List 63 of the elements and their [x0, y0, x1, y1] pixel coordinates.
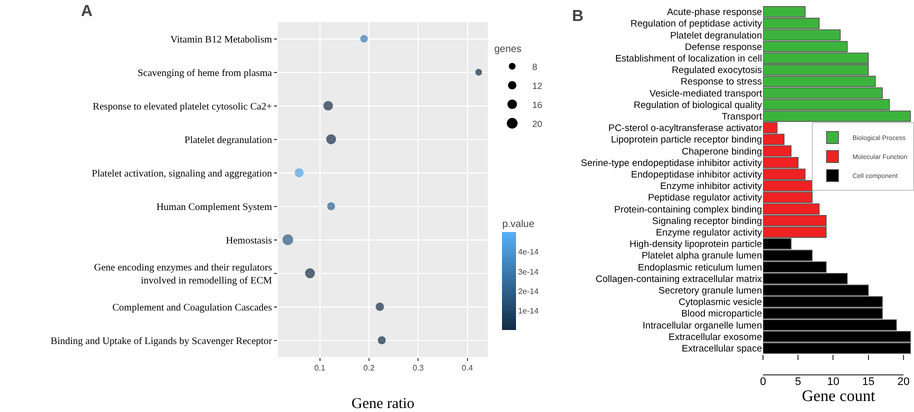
- y-tick-label: Defense response: [684, 42, 762, 53]
- x-tick-label: 0.3: [412, 364, 424, 373]
- y-tick-label: Scavenging of heme from plasma: [138, 68, 273, 79]
- y-tick-label: High-density lipoprotein particle: [629, 239, 762, 250]
- color-bar-label: 4e-14: [518, 248, 540, 257]
- y-tick-label: Lipoprotein particle receptor binding: [610, 134, 762, 146]
- y-tick-label: Response to elevated platelet cytosolic Ca2+: [92, 101, 272, 112]
- y-tick-label: Serine-type endopeptidase inhibitor activity: [580, 158, 762, 169]
- y-tick-label: Binding and Uptake of Ligands by Scavenger Receptor: [50, 336, 273, 347]
- y-tick-label: Protein-containing complex binding: [614, 204, 762, 216]
- y-tick-label: Complement and Coagulation Cascades: [112, 302, 272, 314]
- y-tick-label: Endopeptidase inhibitor activity: [631, 170, 762, 181]
- legend-label: 8: [532, 62, 538, 72]
- y-tick-label: Peptidase regulator activity: [648, 192, 762, 204]
- y-tick-label: Regulation of peptidase activity: [630, 18, 762, 30]
- legend-label: 12: [532, 80, 542, 91]
- x-axis-title: Gene ratio: [352, 396, 414, 412]
- y-tick-label: Extracellular space: [682, 344, 762, 355]
- x-tick-label: 15: [862, 376, 874, 388]
- y-tick-label: Gene encoding enzymes and their regulators involved in remodelling of ECM: [94, 262, 272, 286]
- y-tick-label: Platelet activation, signaling and aggregation: [92, 168, 272, 180]
- color-bar-label: 3e-14: [518, 267, 540, 276]
- y-tick-label: Extracellular exosome: [668, 332, 762, 343]
- y-tick-label: Establishment of localization in cell: [615, 54, 762, 65]
- y-tick-label: Chaperone binding: [682, 146, 762, 158]
- y-tick-label: Platelet alpha granule lumen: [642, 250, 762, 262]
- y-tick-label: Vesicle-mediated transport: [650, 88, 762, 100]
- y-tick-label: Cytoplasmic vesicle: [678, 297, 762, 308]
- y-tick-label: Collagen-containing extracellular matrix: [596, 274, 762, 285]
- x-tick-label: 0: [760, 376, 766, 388]
- y-tick-label: Blood microparticle: [681, 308, 762, 320]
- x-tick-label: 5: [795, 376, 802, 388]
- y-tick-label: Vitamin B12 Metabolism: [170, 34, 272, 46]
- y-tick-label: Platelet degranulation: [670, 30, 762, 42]
- y-tick-label: Platelet degranulation: [184, 134, 272, 146]
- x-tick-label: 0.4: [462, 364, 474, 373]
- y-tick-label: Transport: [722, 112, 762, 123]
- y-tick-label: Regulated exocytosis: [672, 65, 762, 76]
- y-tick-label: Enzyme regulator activity: [656, 228, 762, 239]
- y-tick-label: Intracellular organelle lumen: [642, 320, 762, 332]
- y-tick-label: Regulation of biological quality: [634, 100, 762, 111]
- y-tick-label: Response to stress: [680, 76, 762, 88]
- color-bar-title: p.value: [502, 218, 535, 230]
- x-tick-label: 10: [827, 376, 840, 388]
- y-tick-label: Enzyme inhibitor activity: [660, 181, 762, 192]
- legend-label: 20: [532, 118, 542, 129]
- y-tick-label: Secretory granule lumen: [658, 286, 762, 297]
- x-tick-label: 0.2: [363, 364, 376, 373]
- y-tick-label: Hemostasis: [226, 235, 272, 246]
- legend-title: genes: [494, 44, 522, 55]
- y-tick-label: Acute-phase response: [666, 7, 762, 18]
- text: A: [81, 3, 93, 20]
- x-axis-title: Gene count: [802, 388, 876, 406]
- text: B: [572, 8, 584, 25]
- legend-label: 16: [532, 100, 542, 110]
- color-bar-label: 1e-14: [518, 306, 540, 316]
- y-tick-label: Endoplasmic reticulum lumen: [638, 262, 762, 274]
- x-tick-label: 0.1: [314, 364, 326, 373]
- y-tick-label: Human Complement System: [156, 202, 272, 213]
- y-tick-label: Signaling receptor binding: [652, 216, 762, 227]
- color-bar-label: 2e-14: [518, 286, 540, 296]
- x-tick-label: 20: [897, 376, 910, 388]
- y-tick-label: PC-sterol o-acyltransferase activator: [608, 123, 762, 134]
